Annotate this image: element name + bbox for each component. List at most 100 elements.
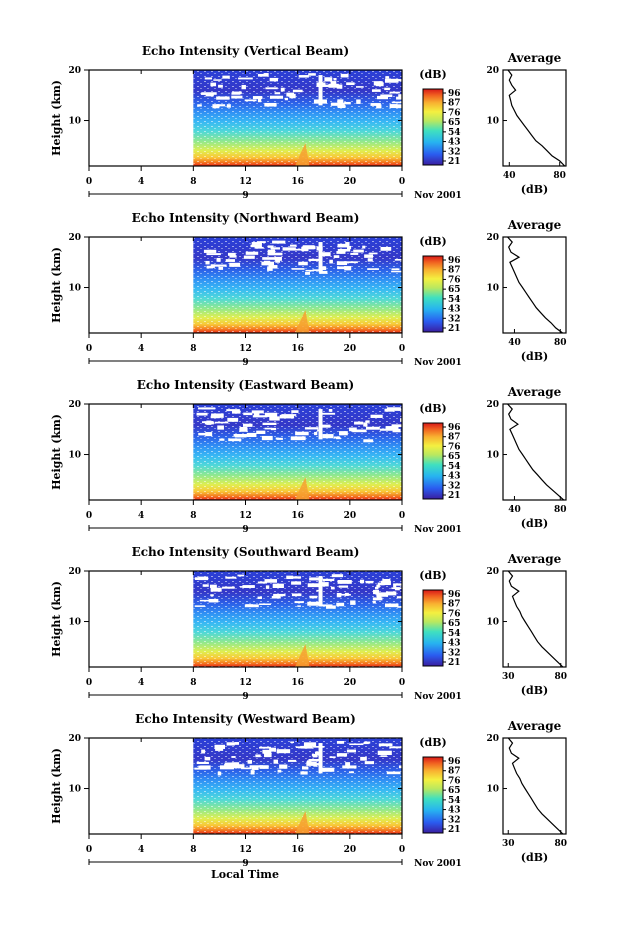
y-axis-label: Height (km) xyxy=(50,748,63,824)
colorbar xyxy=(422,756,444,834)
x-tick-label: 0 xyxy=(399,177,405,187)
average-axes xyxy=(502,737,567,835)
panel-4: Echo Intensity (Southward Beam) 20 10 Heigh… xyxy=(50,545,567,702)
colorbar-tick-label: 96 xyxy=(448,423,461,433)
colorbar-tick-label: 96 xyxy=(448,757,461,767)
average-profile-line xyxy=(507,403,565,501)
average-y-tick-label: 10 xyxy=(486,451,499,461)
y-tick-label: 10 xyxy=(68,284,81,294)
colorbar-tick-label: 54 xyxy=(448,295,461,305)
y-tick-label: 10 xyxy=(68,785,81,795)
x-tick-label: 0 xyxy=(399,344,405,354)
heatmap-texture xyxy=(193,571,402,667)
average-title: Average xyxy=(507,218,562,232)
x-tick-label: 8 xyxy=(190,177,196,187)
average-x-tick-label: 30 xyxy=(502,839,515,849)
average-title: Average xyxy=(507,385,562,399)
day-label: 9 xyxy=(242,191,248,201)
panel-2: Echo Intensity (Northward Beam) 20 10 Heigh… xyxy=(50,211,567,368)
colorbar-tick-label: 54 xyxy=(448,128,461,138)
y-axis-label: Height (km) xyxy=(50,80,63,156)
colorbar-tick-label: 87 xyxy=(448,99,461,109)
panel-title: Echo Intensity (Southward Beam) xyxy=(132,545,360,559)
x-tick-label: 16 xyxy=(291,344,304,354)
plume xyxy=(295,644,310,667)
average-x-tick-label: 40 xyxy=(508,338,521,348)
average-title: Average xyxy=(507,552,562,566)
x-tick-label: 20 xyxy=(344,177,357,187)
average-title: Average xyxy=(507,51,562,65)
local-time-label: Local Time xyxy=(211,868,279,881)
average-y-tick-label: 20 xyxy=(486,567,499,577)
average-y-tick-label: 20 xyxy=(486,66,499,76)
colorbar-tick-label: 54 xyxy=(448,462,461,472)
colorbar-tick-label: 43 xyxy=(448,138,461,148)
colorbar-tick-label: 96 xyxy=(448,89,461,99)
colorbar-tick-label: 96 xyxy=(448,256,461,266)
missing-column xyxy=(318,242,323,273)
colorbar-tick-label: 87 xyxy=(448,767,461,777)
average-x-tick-label: 80 xyxy=(554,839,567,849)
average-x-tick-label: 30 xyxy=(502,672,515,682)
average-y-tick-label: 10 xyxy=(486,618,499,628)
panel-5: Echo Intensity (Westward Beam) 20 10 Height… xyxy=(50,712,567,869)
x-tick-label: 0 xyxy=(399,678,405,688)
panel-3: Echo Intensity (Eastward Beam) 20 10 Height… xyxy=(50,378,567,535)
missing-column xyxy=(318,409,323,440)
average-x-label: (dB) xyxy=(521,851,548,864)
x-tick-label: 0 xyxy=(399,511,405,521)
colorbar-tick-label: 21 xyxy=(448,491,461,501)
x-tick-label: 0 xyxy=(86,177,92,187)
heatmap-texture xyxy=(193,738,402,834)
x-tick-label: 12 xyxy=(239,177,252,187)
missing-data xyxy=(194,574,410,609)
average-x-label: (dB) xyxy=(521,350,548,363)
colorbar-tick-label: 76 xyxy=(448,275,461,285)
x-tick-label: 8 xyxy=(190,511,196,521)
colorbar-unit: (dB) xyxy=(419,68,446,81)
missing-data xyxy=(196,407,412,443)
x-tick-label: 20 xyxy=(344,845,357,855)
x-tick-label: 4 xyxy=(138,678,144,688)
x-tick-label: 12 xyxy=(239,344,252,354)
colorbar-tick-label: 43 xyxy=(448,305,461,315)
x-tick-label: 16 xyxy=(291,845,304,855)
y-tick-label: 10 xyxy=(68,618,81,628)
heatmap-texture xyxy=(193,404,402,500)
day-label: 9 xyxy=(242,859,248,869)
x-tick-label: 0 xyxy=(86,845,92,855)
average-profile-line xyxy=(507,236,563,334)
date-label: Nov 2001 xyxy=(414,859,462,869)
date-label: Nov 2001 xyxy=(414,692,462,702)
average-y-tick-label: 20 xyxy=(486,233,499,243)
colorbar xyxy=(422,255,444,333)
panel-title: Echo Intensity (Northward Beam) xyxy=(132,211,360,225)
average-profile-line xyxy=(507,69,566,167)
colorbar-tick-label: 32 xyxy=(448,147,461,157)
colorbar-tick-label: 76 xyxy=(448,609,461,619)
colorbar-tick-label: 54 xyxy=(448,629,461,639)
date-label: Nov 2001 xyxy=(414,525,462,535)
average-x-label: (dB) xyxy=(521,684,548,697)
x-tick-label: 0 xyxy=(86,511,92,521)
y-axis-label: Height (km) xyxy=(50,414,63,490)
plume xyxy=(295,477,310,500)
average-x-tick-label: 80 xyxy=(554,672,567,682)
average-y-tick-label: 10 xyxy=(486,117,499,127)
colorbar-tick-label: 76 xyxy=(448,442,461,452)
y-tick-label: 20 xyxy=(68,567,81,577)
x-tick-label: 8 xyxy=(190,344,196,354)
colorbar-tick-label: 76 xyxy=(448,108,461,118)
x-tick-label: 0 xyxy=(86,678,92,688)
colorbar-tick-label: 87 xyxy=(448,600,461,610)
date-label: Nov 2001 xyxy=(414,191,462,201)
colorbar-tick-label: 32 xyxy=(448,648,461,658)
colorbar-tick-label: 76 xyxy=(448,776,461,786)
average-x-tick-label: 80 xyxy=(553,171,566,181)
x-tick-label: 4 xyxy=(138,845,144,855)
y-axis-label: Height (km) xyxy=(50,581,63,657)
colorbar-tick-label: 87 xyxy=(448,266,461,276)
colorbar-tick-label: 65 xyxy=(448,118,461,128)
colorbar xyxy=(422,589,444,667)
colorbar xyxy=(422,88,444,166)
